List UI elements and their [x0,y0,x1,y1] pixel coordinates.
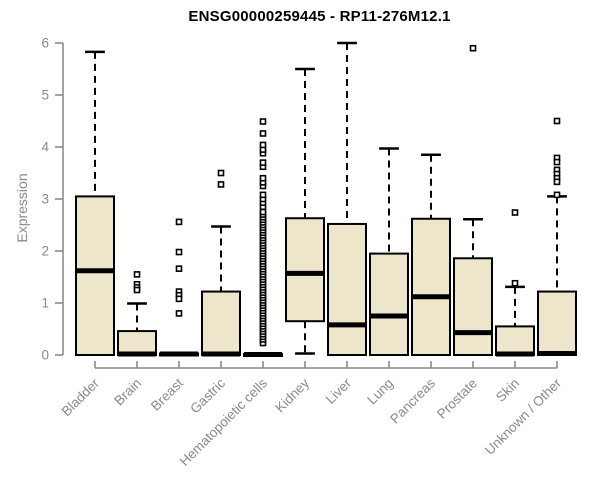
outliers-breast [175,218,183,317]
outlier-point [469,44,477,52]
x-category-label: Skin [493,376,522,405]
outlier-point [175,310,183,317]
iqr-box [537,290,577,356]
x-category-label: Liver [323,375,355,407]
y-tick-label: 6 [41,36,49,51]
outlier-point [175,295,183,303]
outlier-point [259,159,267,166]
x-category-label: Gastric [187,375,228,416]
box-unknown-other [537,117,577,356]
outliers-gastric [217,169,225,188]
box-pancreas [411,153,451,356]
box-hematopoietic-cells [243,118,283,357]
outlier-point [553,191,561,199]
iqr-box [327,222,367,356]
outlier-point [217,181,225,188]
y-tick-label: 3 [41,192,49,207]
outlier-point [217,169,225,177]
x-category-label: Bladder [59,375,103,419]
outlier-point [133,271,141,278]
box-prostate [453,44,493,356]
outliers-hematopoietic-cells [259,118,267,347]
chart-title: ENSG00000259445 - RP11-276M12.1 [188,8,451,25]
iqr-box [285,217,325,323]
outlier-point [259,191,267,199]
x-category-label: Breast [148,375,186,413]
x-category-label: Unknown / Other [482,375,565,458]
outliers-prostate [469,44,477,52]
box-liver [327,41,367,356]
box-skin [495,209,535,357]
outliers-brain [133,271,141,294]
outlier-point [175,248,183,256]
box-lung [369,147,409,357]
outlier-point [259,174,267,182]
y-tick-label: 5 [41,88,49,103]
box-kidney [285,67,325,355]
iqr-box [75,195,115,356]
y-tick-label: 4 [41,140,49,155]
box-brain [117,271,157,357]
iqr-box [117,330,157,356]
outlier-point [259,208,267,216]
iqr-box [201,290,241,356]
outlier-point [259,118,267,125]
outlier-point [175,218,183,226]
outliers-unknown-other [553,117,561,199]
iqr-box [495,325,535,356]
iqr-box [369,252,409,357]
outlier-point [511,209,519,216]
iqr-box [453,257,493,356]
y-tick-label: 2 [41,244,49,259]
x-category-label: Prostate [434,376,480,422]
box-bladder [75,50,115,356]
outliers-skin [511,209,519,287]
outlier-point [259,130,267,137]
y-tick-label: 0 [41,348,49,363]
iqr-box [411,217,451,356]
outlier-point [175,265,183,272]
y-tick-label: 1 [41,296,49,311]
x-category-label: Lung [364,376,396,408]
x-category-label: Kidney [272,375,312,415]
outlier-point [133,286,141,294]
outlier-point [259,141,267,149]
box-breast [159,218,199,357]
y-axis: 0 1 2 3 4 5 6 [41,36,64,363]
x-category-label: Pancreas [387,375,438,426]
outlier-point [511,279,519,287]
outlier-point [553,178,561,186]
outlier-point [553,158,561,166]
x-category-label: Brain [111,376,144,409]
outlier-point [553,117,561,125]
box-gastric [201,169,241,357]
